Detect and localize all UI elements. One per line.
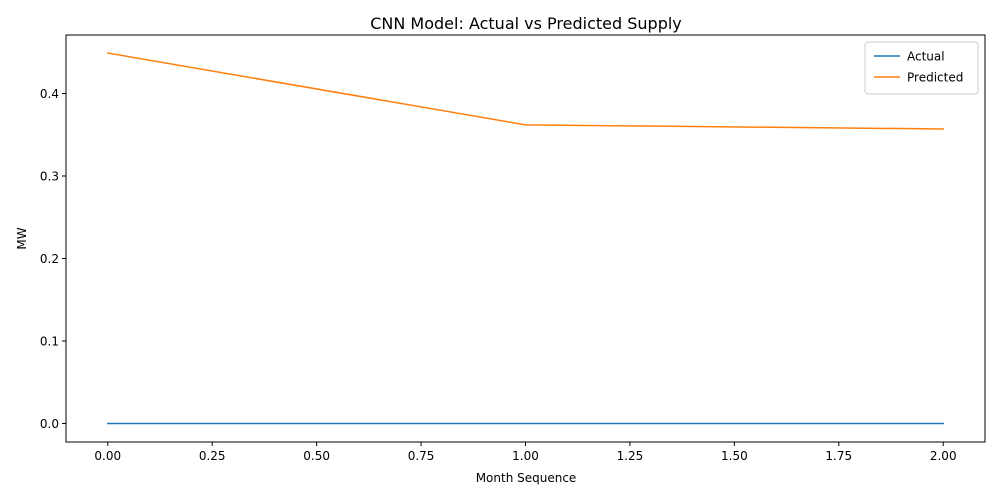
legend-label-predicted: Predicted	[907, 71, 963, 85]
x-tick-label: 0.00	[94, 449, 121, 463]
y-tick-label: 0.2	[40, 252, 59, 266]
plot-area	[65, 34, 986, 443]
chart-title: CNN Model: Actual vs Predicted Supply	[370, 14, 682, 33]
y-tick-label: 0.1	[40, 335, 59, 349]
x-tick-label: 0.25	[199, 449, 226, 463]
x-tick-label: 0.50	[303, 449, 330, 463]
legend-label-actual: Actual	[907, 50, 945, 64]
y-tick-label: 0.4	[40, 87, 59, 101]
legend-box	[864, 41, 979, 95]
y-axis-label: MW	[15, 227, 29, 249]
y-tick-label: 0.3	[40, 170, 59, 184]
y-tick-label: 0.0	[40, 417, 59, 431]
x-tick-label: 2.00	[930, 449, 957, 463]
x-axis-label: Month Sequence	[476, 471, 577, 485]
x-tick-label: 1.75	[825, 449, 852, 463]
x-tick-label: 1.50	[721, 449, 748, 463]
x-tick-label: 1.00	[512, 449, 539, 463]
x-tick-label: 0.75	[408, 449, 435, 463]
x-axis: 0.00 0.25 0.50 0.75 1.00 1.25 1.50 1.75 2.00	[94, 442, 957, 463]
x-tick-label: 1.25	[617, 449, 644, 463]
legend: Actual Predicted	[864, 41, 979, 95]
y-axis: 0.0 0.1 0.2 0.3 0.4	[40, 87, 66, 431]
series-group	[106, 52, 944, 425]
series-line-predicted	[106, 52, 944, 130]
